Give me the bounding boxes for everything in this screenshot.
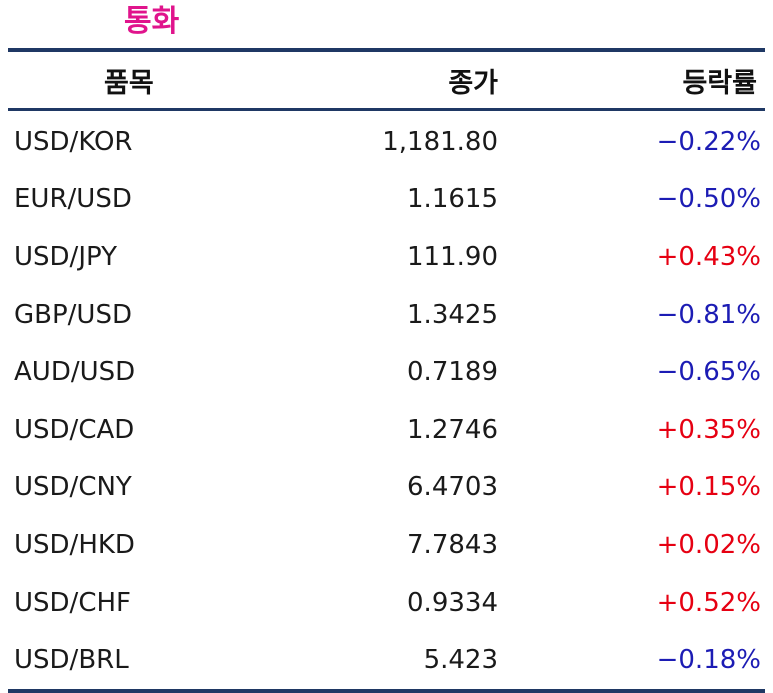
row-change: −0.50% — [656, 184, 761, 215]
table-header: 품목 종가 등락률 — [8, 52, 765, 108]
row-item: USD/HKD — [14, 529, 135, 560]
row-change: +0.15% — [656, 472, 761, 503]
table-row: EUR/USD 1.1615 −0.50% — [8, 171, 765, 229]
row-change: −0.65% — [656, 357, 761, 388]
row-item: AUD/USD — [14, 357, 136, 388]
row-change: −0.81% — [656, 299, 761, 330]
row-close: 111.90 — [407, 241, 498, 272]
table-row: USD/CHF 0.9334 +0.52% — [8, 574, 765, 632]
row-item: USD/CHF — [14, 587, 131, 618]
row-item: USD/CAD — [14, 414, 135, 445]
table-top-rule — [8, 48, 765, 52]
row-close: 6.4703 — [407, 472, 498, 503]
table-header-rule — [8, 108, 765, 111]
row-close: 0.9334 — [407, 587, 498, 618]
table-body: USD/KOR 1,181.80 −0.22% EUR/USD 1.1615 −… — [8, 111, 765, 689]
table-row: USD/KOR 1,181.80 −0.22% — [8, 113, 765, 171]
row-close: 1.3425 — [407, 299, 498, 330]
table-row: USD/CNY 6.4703 +0.15% — [8, 459, 765, 517]
table-row: AUD/USD 0.7189 −0.65% — [8, 343, 765, 401]
row-change: +0.02% — [656, 529, 761, 560]
row-change: −0.18% — [656, 645, 761, 676]
table-bottom-rule — [8, 688, 765, 693]
header-item: 품목 — [104, 67, 154, 99]
row-change: +0.52% — [656, 587, 761, 618]
table-row: USD/HKD 7.7843 +0.02% — [8, 516, 765, 574]
row-item: USD/JPY — [14, 241, 117, 272]
row-item: GBP/USD — [14, 299, 132, 330]
row-close: 1.2746 — [407, 414, 498, 445]
row-change: −0.22% — [656, 126, 761, 157]
header-change: 등락률 — [682, 67, 757, 99]
row-close: 1.1615 — [407, 184, 498, 215]
row-close: 5.423 — [423, 645, 498, 676]
table-row: USD/CAD 1.2746 +0.35% — [8, 401, 765, 459]
currency-table: 품목 종가 등락률 USD/KOR 1,181.80 −0.22% EUR/US… — [8, 48, 765, 693]
page-title: 통화 — [124, 4, 180, 39]
row-item: USD/CNY — [14, 472, 132, 503]
header-close: 종가 — [448, 67, 498, 99]
row-change: +0.43% — [656, 241, 761, 272]
table-row: USD/JPY 111.90 +0.43% — [8, 228, 765, 286]
table-row: USD/BRL 5.423 −0.18% — [8, 631, 765, 689]
table-row: GBP/USD 1.3425 −0.81% — [8, 286, 765, 344]
row-item: USD/KOR — [14, 126, 133, 157]
row-close: 1,181.80 — [382, 126, 498, 157]
row-close: 7.7843 — [407, 529, 498, 560]
row-close: 0.7189 — [407, 357, 498, 388]
row-item: EUR/USD — [14, 184, 132, 215]
row-change: +0.35% — [656, 414, 761, 445]
row-item: USD/BRL — [14, 645, 129, 676]
